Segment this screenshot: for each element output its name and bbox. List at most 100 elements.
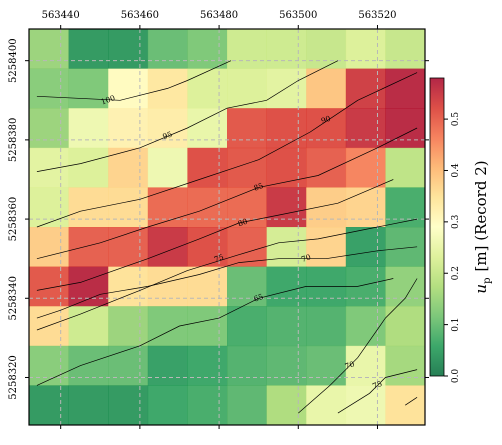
heatmap-cell [187,306,228,347]
heatmap-cell [29,385,69,425]
contour-line [36,278,394,386]
heatmap-cell [306,385,347,425]
heatmap-cell [266,187,307,228]
heatmap-cell [187,108,228,149]
heatmap-cell [345,68,386,109]
heatmap-cell [385,68,425,109]
heatmap-cells [29,29,425,425]
heatmap-cell [385,345,425,386]
x-tick-label: 563480 [200,10,238,21]
heatmap-cell [187,29,228,69]
heatmap-cell [29,108,69,149]
heatmap-cell [68,29,109,69]
heatmap-cell [68,108,109,149]
heatmap-cell [266,266,307,307]
heatmap-cell [306,147,347,188]
colorbar-tick-label: 0.3 [451,214,461,229]
heatmap-cell [306,68,347,109]
contour-label: 70 [300,252,312,264]
contour-label: 75 [213,252,225,264]
heatmap-cell [68,187,109,228]
colorbar-tick-label: 0.2 [451,266,461,280]
colorbar-tick-label: 0.4 [451,163,461,178]
heatmap-cell [345,345,386,386]
y-axis-ticks: 5258320 5258340 5258360 5258380 5258400 [8,38,429,400]
heatmap-cell [227,385,267,425]
heatmap-cell [68,306,109,347]
heatmap-cell [385,187,425,228]
y-tick-label: 5258380 [8,118,19,163]
contour-line [36,179,394,291]
heatmap-cell [266,68,307,109]
colorbar [429,77,445,377]
heatmap-cell [385,266,425,307]
colorbar-label: up[m] (Record 2) [472,160,493,293]
contour-line [298,278,418,414]
heatmap-cell [187,68,228,109]
heatmap-cell [68,345,109,386]
heatmap-cell [108,187,149,228]
contour-line [36,60,339,172]
heatmap-cell [345,227,386,267]
heatmap-cell [266,147,307,188]
heatmap-cell [147,29,188,69]
heatmap-cell [147,385,188,425]
colorbar-tick-label: 0.0 [451,369,461,384]
heatmap-cell [29,345,69,386]
heatmap-cell [68,227,109,267]
heatmap-cell [266,385,307,425]
heatmap-cell [227,345,267,386]
heatmap-cell [108,68,149,109]
contour-line [337,369,418,414]
plot-frame [28,28,426,426]
heatmap-cell [385,108,425,149]
heatmap-cell [147,147,188,188]
heatmap-cell [68,147,109,188]
heatmap-cell [345,108,386,149]
heatmap-cell [345,147,386,188]
heatmap-cell [385,29,425,69]
x-tick-label: 563440 [42,10,80,21]
x-tick-label: 563500 [279,10,317,21]
colorbar-ticks: 0.0 0.1 0.2 0.3 0.4 0.5 [444,112,461,383]
heatmap-cell [29,68,69,109]
heatmap-cell [266,108,307,149]
heatmap-cell [306,187,347,228]
y-tick-label: 5258320 [8,355,19,400]
heatmap-cell [227,108,267,149]
heatmap-cell [266,29,307,69]
heatmap-cell [29,266,69,307]
contour-line [36,246,418,319]
heatmap-cell [227,68,267,109]
heatmap-cell [68,385,109,425]
heatmap-cell [68,266,109,307]
contour-label: 75 [371,379,383,391]
heatmap-cell [108,29,149,69]
heatmap-cell [266,306,307,347]
contour-line [36,72,418,228]
heatmap-cell [306,345,347,386]
colorbar-tick-label: 0.5 [451,112,461,127]
contour-line [36,60,232,101]
heatmap-cell [108,306,149,347]
heatmap-cell [227,266,267,307]
heatmap-cell [147,306,188,347]
heatmap-cell [306,29,347,69]
heatmap-cell [187,385,228,425]
heatmap-cell [29,306,69,347]
heatmap-cell [345,29,386,69]
heatmap-cell [345,187,386,228]
heatmap-cell [385,227,425,267]
y-tick-label: 5258400 [8,38,19,83]
contour-label: 70 [344,359,356,371]
heatmap-cell [306,306,347,347]
y-tick-label: 5258360 [8,197,19,242]
contour-label: 95 [161,130,173,142]
contour-label: 80 [237,217,249,229]
heatmap-cell [187,266,228,307]
x-tick-label: 563460 [121,10,159,21]
heatmap-cell [385,306,425,347]
heatmap-cell [29,147,69,188]
